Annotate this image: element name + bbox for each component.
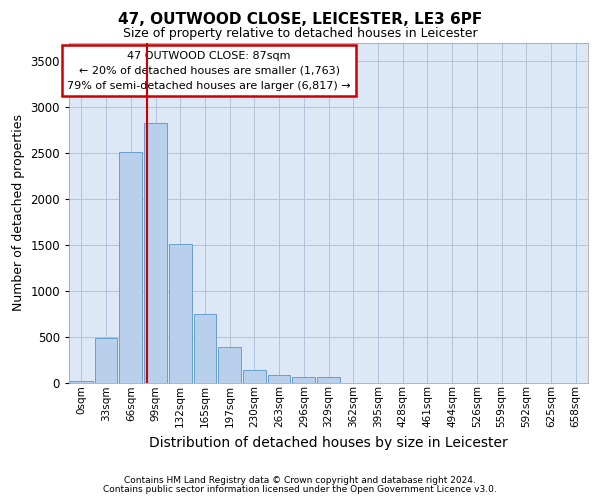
- Y-axis label: Number of detached properties: Number of detached properties: [12, 114, 25, 311]
- Bar: [119, 152, 142, 382]
- Bar: [292, 377, 315, 382]
- Text: Contains public sector information licensed under the Open Government Licence v3: Contains public sector information licen…: [103, 485, 497, 494]
- Bar: [70, 380, 93, 382]
- Text: 47, OUTWOOD CLOSE, LEICESTER, LE3 6PF: 47, OUTWOOD CLOSE, LEICESTER, LE3 6PF: [118, 12, 482, 28]
- Text: 47 OUTWOOD CLOSE: 87sqm
← 20% of detached houses are smaller (1,763)
79% of semi: 47 OUTWOOD CLOSE: 87sqm ← 20% of detache…: [67, 51, 351, 90]
- Bar: [95, 338, 118, 382]
- Text: Size of property relative to detached houses in Leicester: Size of property relative to detached ho…: [122, 28, 478, 40]
- Bar: [268, 375, 290, 382]
- Bar: [169, 244, 191, 382]
- Bar: [144, 124, 167, 382]
- Text: Contains HM Land Registry data © Crown copyright and database right 2024.: Contains HM Land Registry data © Crown c…: [124, 476, 476, 485]
- Bar: [194, 314, 216, 382]
- X-axis label: Distribution of detached houses by size in Leicester: Distribution of detached houses by size …: [149, 436, 508, 450]
- Bar: [317, 377, 340, 382]
- Bar: [243, 370, 266, 382]
- Bar: [218, 346, 241, 382]
